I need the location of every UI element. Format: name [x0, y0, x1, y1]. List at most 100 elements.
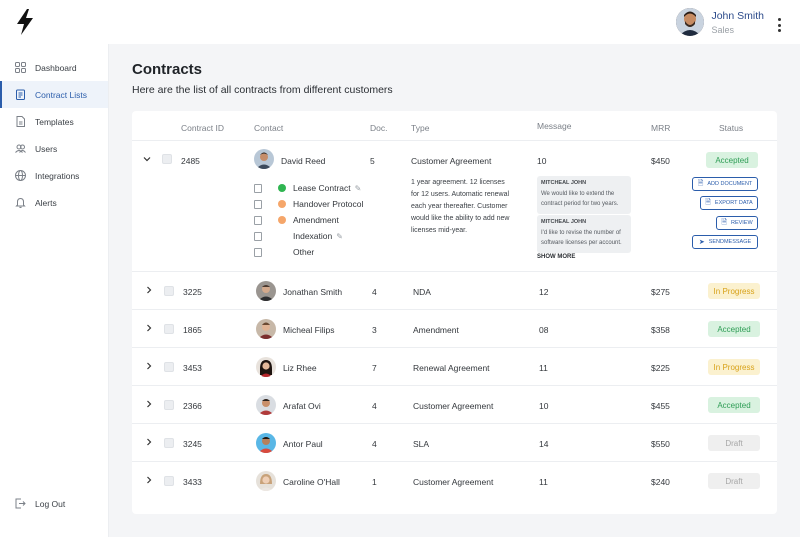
contract-type: Customer Agreement	[413, 401, 494, 411]
show-more-link[interactable]: SHOW MORE	[537, 254, 576, 260]
sidebar-item-templates[interactable]: Templates	[0, 108, 108, 135]
sidebar-item-contract-lists[interactable]: Contract Lists	[0, 81, 108, 108]
export-data-button[interactable]: 🗎 EXPORT DATA	[700, 196, 758, 210]
status-dot	[278, 216, 286, 224]
contact-name: Micheal Filips	[283, 325, 335, 335]
mrr-value: $240	[651, 477, 670, 487]
lightning-logo-icon[interactable]	[14, 9, 36, 35]
bell-icon	[15, 197, 26, 208]
doc-count: 7	[372, 363, 377, 373]
page-subtitle: Here are the list of all contracts from …	[132, 84, 393, 96]
user-profile[interactable]: John Smith Sales	[676, 8, 764, 36]
column-header-contact[interactable]: Contact	[254, 123, 284, 133]
status-badge: Draft	[708, 435, 760, 451]
document-item[interactable]: Indexation ✎	[254, 231, 343, 241]
grid-icon	[15, 62, 26, 73]
row-checkbox[interactable]	[164, 286, 174, 296]
row-checkbox[interactable]	[164, 400, 174, 410]
sidebar-item-users[interactable]: Users	[0, 135, 108, 162]
avatar	[256, 357, 276, 377]
avatar	[256, 433, 276, 453]
contracts-table: Contract ID Contact Doc. Type Message MR…	[132, 111, 777, 514]
doc-count: 5	[370, 156, 375, 166]
column-header-message[interactable]: Message	[537, 121, 572, 131]
table-row[interactable]: 3225 Jonathan Smith 4 NDA 12 $275 In Pro…	[132, 271, 777, 309]
status-badge: Draft	[708, 473, 760, 489]
mrr-value: $450	[651, 156, 670, 166]
contract-type: Amendment	[413, 325, 459, 335]
avatar	[676, 8, 705, 36]
send-message-button[interactable]: ➤ SENDMESSAGE	[692, 235, 758, 249]
add-document-button[interactable]: 🗎 ADD DOCUMENT	[692, 177, 758, 191]
row-checkbox[interactable]	[164, 362, 174, 372]
chevron-right-icon[interactable]	[145, 324, 153, 332]
message-bubble: MITCHEAL JOHN I'd like to revise the num…	[537, 215, 631, 253]
column-header-doc[interactable]: Doc.	[370, 123, 388, 133]
file-icon	[254, 231, 262, 241]
users-icon	[15, 143, 26, 154]
row-checkbox[interactable]	[164, 476, 174, 486]
contract-id: 3453	[183, 363, 202, 373]
contract-type: Renewal Agreement	[413, 363, 490, 373]
document-icon	[15, 116, 26, 127]
document-item[interactable]: Handover Protocol	[254, 199, 363, 209]
contact-name: Arafat Ovi	[283, 401, 321, 411]
contract-id: 3225	[183, 287, 202, 297]
doc-count: 1	[372, 477, 377, 487]
document-icon: 🗎	[697, 179, 704, 187]
contact-name: Liz Rhee	[283, 363, 317, 373]
column-header-contract-id[interactable]: Contract ID	[181, 123, 224, 133]
row-checkbox[interactable]	[164, 438, 174, 448]
table-row[interactable]: 2366 Arafat Ovi 4 Customer Agreement 10 …	[132, 385, 777, 423]
chevron-right-icon[interactable]	[145, 362, 153, 370]
status-badge: In Progress	[708, 283, 760, 299]
message-count: 10	[537, 156, 547, 166]
avatar	[256, 319, 276, 339]
chevron-right-icon[interactable]	[145, 438, 153, 446]
mrr-value: $455	[651, 401, 670, 411]
table-row[interactable]: 3245 Antor Paul 4 SLA 14 $550 Draft	[132, 423, 777, 461]
table-row-expanded[interactable]: 2485 David Reed 5 Customer Agreement 10 …	[132, 140, 777, 271]
message-count: 10	[539, 401, 549, 411]
file-icon	[254, 247, 262, 257]
clipboard-icon	[15, 89, 26, 100]
logout-label: Log Out	[35, 498, 66, 509]
document-label: Other	[293, 247, 315, 257]
contract-id: 1865	[183, 325, 202, 335]
column-header-mrr[interactable]: MRR	[651, 123, 671, 133]
mrr-value: $358	[651, 325, 670, 335]
sidebar-item-alerts[interactable]: Alerts	[0, 189, 108, 216]
table-row[interactable]: 3453 Liz Rhee 7 Renewal Agreement 11 $22…	[132, 347, 777, 385]
more-options-icon[interactable]	[776, 18, 782, 32]
row-checkbox[interactable]	[162, 154, 172, 164]
column-header-status[interactable]: Status	[719, 123, 744, 133]
sidebar-item-dashboard[interactable]: Dashboard	[0, 54, 108, 81]
message-count: 14	[539, 439, 549, 449]
user-role: Sales	[711, 24, 734, 35]
top-bar: John Smith Sales	[0, 0, 800, 44]
chevron-right-icon[interactable]	[145, 400, 153, 408]
edit-icon[interactable]: ✎	[336, 231, 343, 241]
user-name: John Smith	[711, 9, 764, 22]
table-row[interactable]: 1865 Micheal Filips 3 Amendment 08 $358 …	[132, 309, 777, 347]
sidebar-item-integrations[interactable]: Integrations	[0, 162, 108, 189]
document-item[interactable]: Other	[254, 247, 314, 257]
chevron-right-icon[interactable]	[145, 476, 153, 484]
chevron-right-icon[interactable]	[145, 286, 153, 294]
message-text: We would like to extend the contract per…	[541, 191, 619, 207]
document-item[interactable]: Amendment	[254, 215, 339, 225]
edit-icon[interactable]: ✎	[354, 183, 362, 193]
contract-id: 3245	[183, 439, 202, 449]
row-checkbox[interactable]	[164, 324, 174, 334]
review-button[interactable]: 🗎 REVIEW	[716, 216, 758, 230]
column-header-type[interactable]: Type	[411, 123, 430, 133]
logout-button[interactable]: Log Out	[0, 490, 108, 517]
doc-count: 4	[372, 287, 377, 297]
status-dot	[278, 200, 286, 208]
sidebar-item-label: Integrations	[35, 170, 80, 181]
message-sender: MITCHEAL JOHN	[541, 219, 587, 225]
chevron-down-icon[interactable]	[143, 155, 151, 163]
document-item[interactable]: Lease Contract ✎	[254, 183, 361, 193]
mrr-value: $275	[651, 287, 670, 297]
table-row[interactable]: 3433 Caroline O'Hall 1 Customer Agreemen…	[132, 461, 777, 499]
